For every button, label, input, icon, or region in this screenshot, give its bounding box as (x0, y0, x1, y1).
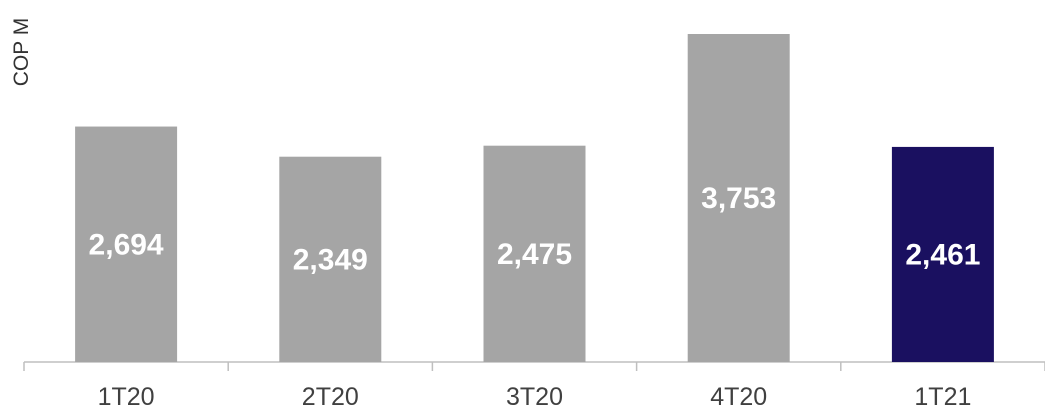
x-tick-label-2t20: 2T20 (302, 383, 359, 411)
data-label-3t20: 2,475 (497, 238, 572, 271)
bar-1t21 (891, 146, 994, 362)
data-label-2t20: 2,349 (293, 243, 368, 276)
data-label-1t20: 2,694 (89, 228, 164, 261)
x-tick-label-4t20: 4T20 (710, 383, 767, 411)
bar-2t20 (279, 156, 382, 362)
data-label-4t20: 3,753 (701, 182, 776, 215)
x-tick-label-1t21: 1T21 (914, 383, 971, 411)
bar-3t20 (483, 145, 586, 362)
data-label-1t21: 2,461 (905, 238, 980, 271)
x-tick-label-3t20: 3T20 (506, 383, 563, 411)
bar-4t20 (687, 34, 790, 362)
x-tick-label-1t20: 1T20 (98, 383, 155, 411)
bar-1t20 (75, 126, 178, 362)
